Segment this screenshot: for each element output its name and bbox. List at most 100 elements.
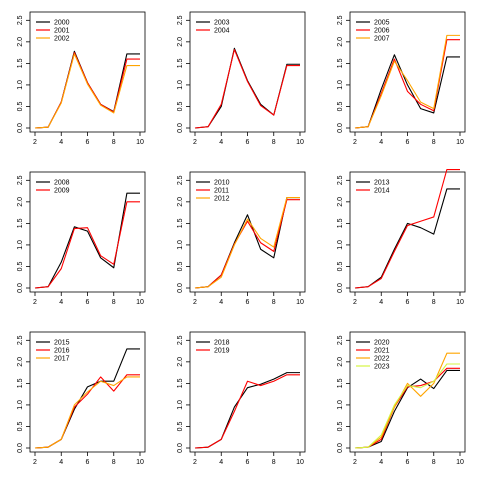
x-tick-label: 8 — [272, 459, 276, 466]
x-tick-label: 6 — [86, 139, 90, 146]
y-tick-label: 1.5 — [17, 378, 24, 388]
y-tick-label: 1.5 — [177, 58, 184, 68]
x-tick-label: 10 — [296, 139, 304, 146]
y-tick-label: 2.5 — [177, 15, 184, 25]
y-tick-label: 2.0 — [337, 197, 344, 207]
y-tick-label: 0.5 — [177, 421, 184, 431]
y-tick-label: 2.0 — [17, 197, 24, 207]
x-tick-label: 10 — [136, 299, 144, 306]
series-line-2020 — [354, 369, 460, 449]
series-line-2023 — [354, 363, 460, 449]
y-tick-label: 1.0 — [337, 400, 344, 410]
x-tick-label: 10 — [456, 139, 464, 146]
y-tick-label: 2.0 — [177, 357, 184, 367]
legend-label-2010: 2010 — [214, 180, 230, 187]
x-tick-label: 2 — [33, 299, 37, 306]
y-tick-label: 1.5 — [337, 378, 344, 388]
x-tick-label: 10 — [296, 299, 304, 306]
series-line-2003 — [194, 47, 300, 129]
y-tick-label: 1.5 — [337, 58, 344, 68]
legend-label-2004: 2004 — [214, 28, 230, 35]
y-tick-label: 2.0 — [17, 37, 24, 47]
x-tick-label: 4 — [379, 139, 383, 146]
y-tick-label: 2.5 — [17, 335, 24, 345]
legend-label-2005: 2005 — [374, 20, 390, 27]
legend-label-2007: 2007 — [374, 36, 390, 43]
x-tick-label: 6 — [246, 299, 250, 306]
x-tick-label: 2 — [353, 139, 357, 146]
legend-label-2000: 2000 — [54, 20, 70, 27]
y-tick-label: 1.0 — [177, 80, 184, 90]
x-tick-label: 6 — [86, 459, 90, 466]
x-tick-label: 6 — [86, 299, 90, 306]
series-line-2012 — [194, 196, 300, 289]
series-line-2008 — [34, 192, 140, 289]
legend-label-2011: 2011 — [214, 188, 229, 195]
x-tick-label: 4 — [219, 299, 223, 306]
y-tick-label: 0.0 — [17, 283, 24, 293]
y-tick-label: 1.0 — [17, 80, 24, 90]
x-tick-label: 10 — [456, 459, 464, 466]
y-tick-label: 0.0 — [177, 123, 184, 133]
x-tick-label: 2 — [193, 299, 197, 306]
y-tick-label: 2.0 — [177, 37, 184, 47]
x-tick-label: 4 — [379, 299, 383, 306]
x-tick-label: 4 — [59, 139, 63, 146]
y-tick-label: 0.0 — [17, 123, 24, 133]
x-tick-label: 2 — [33, 459, 37, 466]
y-tick-label: 1.5 — [337, 218, 344, 228]
y-tick-label: 2.5 — [337, 15, 344, 25]
y-tick-label: 2.0 — [17, 357, 24, 367]
series-line-2013 — [354, 188, 460, 289]
x-tick-label: 4 — [59, 459, 63, 466]
series-line-2018 — [194, 372, 300, 449]
x-tick-label: 8 — [432, 299, 436, 306]
y-tick-label: 0.5 — [177, 101, 184, 111]
y-tick-label: 1.5 — [17, 58, 24, 68]
x-tick-label: 6 — [406, 299, 410, 306]
y-tick-label: 0.0 — [177, 443, 184, 453]
x-tick-label: 6 — [406, 139, 410, 146]
legend-label-2012: 2012 — [214, 196, 230, 203]
y-tick-label: 1.0 — [337, 80, 344, 90]
x-tick-label: 8 — [432, 139, 436, 146]
y-tick-label: 2.5 — [177, 335, 184, 345]
y-tick-label: 0.5 — [337, 101, 344, 111]
x-tick-label: 8 — [432, 459, 436, 466]
x-tick-label: 2 — [193, 459, 197, 466]
x-tick-label: 10 — [136, 139, 144, 146]
legend-label-2009: 2009 — [54, 188, 70, 195]
y-tick-label: 2.0 — [337, 357, 344, 367]
legend-label-2014: 2014 — [374, 188, 390, 195]
series-line-2015 — [34, 348, 140, 449]
y-tick-label: 0.5 — [337, 421, 344, 431]
x-tick-label: 8 — [112, 299, 116, 306]
series-line-2017 — [34, 376, 140, 449]
series-line-2000 — [34, 50, 140, 129]
y-tick-label: 0.0 — [337, 283, 344, 293]
series-line-2002 — [34, 53, 140, 129]
y-tick-label: 0.5 — [17, 261, 24, 271]
legend-label-2006: 2006 — [374, 28, 390, 35]
y-tick-label: 2.5 — [337, 335, 344, 345]
legend-label-2008: 2008 — [54, 180, 70, 187]
x-tick-label: 4 — [59, 299, 63, 306]
y-tick-label: 2.5 — [177, 175, 184, 185]
y-tick-label: 1.0 — [17, 400, 24, 410]
y-tick-label: 0.0 — [337, 443, 344, 453]
series-line-2009 — [34, 201, 140, 289]
y-tick-label: 1.0 — [177, 240, 184, 250]
series-line-2019 — [194, 374, 300, 449]
x-tick-label: 4 — [379, 459, 383, 466]
y-tick-label: 1.5 — [177, 378, 184, 388]
y-tick-label: 0.5 — [17, 421, 24, 431]
y-tick-label: 0.5 — [177, 261, 184, 271]
legend-label-2018: 2018 — [214, 340, 230, 347]
legend-label-2016: 2016 — [54, 348, 70, 355]
y-tick-label: 1.5 — [177, 218, 184, 228]
